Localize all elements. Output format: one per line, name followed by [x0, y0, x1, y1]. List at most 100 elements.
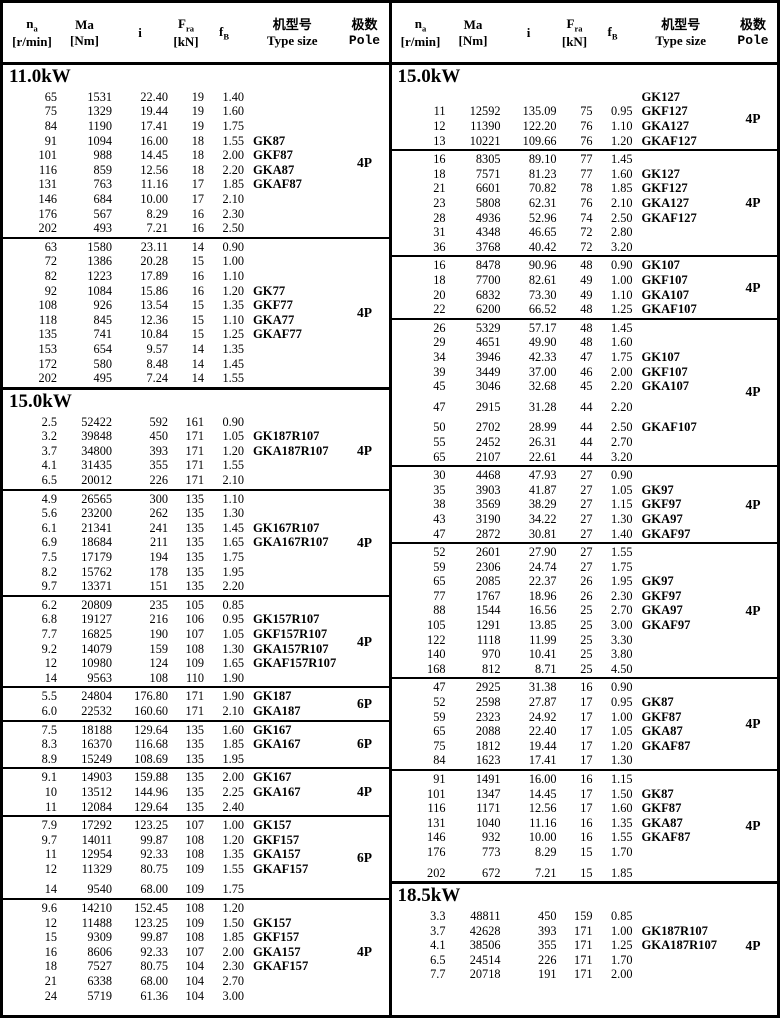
fra-cell: 135 [185, 520, 204, 535]
fb-cell: 3.20 [610, 239, 633, 254]
table-row: 101 988 14.45 18 2.00 GKF87 [7, 148, 341, 163]
ma-cell: 24804 [81, 689, 112, 704]
fb-cell: 0.85 [222, 597, 244, 612]
fb-cell: 1.20 [222, 832, 244, 847]
na-cell: 2.5 [41, 414, 57, 429]
table-row: 16 8478 90.96 48 0.90 GK107 [396, 258, 730, 273]
pole-cell: 4P [357, 633, 372, 649]
fb-cell: 1.85 [222, 930, 244, 945]
na-cell: 88 [433, 603, 446, 618]
na-cell: 12 [433, 119, 446, 134]
ma-cell: 16370 [81, 737, 112, 752]
i-cell: 30.81 [528, 526, 557, 541]
type-cell: GKAF157 [253, 959, 309, 974]
ma-cell: 19127 [81, 612, 112, 627]
fb-cell: 2.20 [222, 579, 244, 594]
pole-cell: 4P [745, 937, 761, 953]
ma-cell: 4936 [475, 210, 501, 225]
type-cell: GKF157 [253, 832, 300, 847]
header-ma: Ma [Nm] [70, 16, 99, 48]
fra-cell: 17 [580, 753, 593, 768]
sections-right: 15.0kW GK127 11 12592 135.09 75 0.95 GKF127 12 11… [391, 65, 777, 983]
i-cell: 68.00 [140, 974, 168, 989]
fb-cell: 1.00 [222, 254, 244, 269]
table-row: 22 6200 66.52 48 1.25 GKAF107 [396, 302, 730, 317]
na-cell: 13 [433, 133, 446, 148]
na-cell: 202 [38, 371, 57, 386]
i-cell: 27.90 [528, 545, 557, 560]
ma-cell: 1190 [87, 119, 112, 134]
ma-cell: 7700 [475, 273, 501, 288]
type-cell: GKF127 [641, 181, 688, 196]
ma-cell: 845 [93, 312, 112, 327]
na-cell: 118 [39, 312, 57, 327]
ma-cell: 11390 [470, 119, 501, 134]
type-cell [633, 321, 730, 336]
fra-cell: 75 [580, 104, 593, 119]
ma-cell: 1329 [87, 104, 112, 119]
na-cell: 11 [45, 847, 57, 862]
i-cell: 17.41 [140, 119, 168, 134]
i-cell: 27.87 [528, 695, 557, 710]
type-cell: GKA127 [641, 196, 690, 211]
type-cell: GKAF87 [641, 738, 691, 753]
na-cell: 50 [433, 420, 446, 435]
pole-cell: 4P [357, 154, 372, 170]
ma-cell: 2306 [475, 559, 501, 574]
type-cell: GKAF127 [641, 133, 697, 148]
na-cell: 16 [433, 152, 446, 167]
table-row: 8.3 16370 116.68 135 1.85 GKA167 [7, 737, 341, 752]
table-row: 13 10221 109.66 76 1.20 GKAF127 [396, 134, 730, 149]
header-i: i [526, 24, 531, 40]
block-rows: 5.5 24804 176.80 171 1.90 GK187 6.0 22532 160.60… [3, 689, 341, 718]
na-cell: 176 [38, 206, 57, 221]
i-cell: 11.16 [529, 815, 557, 830]
ratio-block: 65 1531 22.40 19 1.40 75 1329 19.44 19 1.60 84 1190… [3, 89, 389, 237]
i-cell: 129.64 [134, 799, 168, 814]
column-header-right: na [r/min] Ma [Nm] i Fra [kN] fB 机型号 Typ… [391, 3, 777, 65]
i-cell: 32.68 [528, 379, 557, 394]
table-row: 15 9309 99.87 108 1.85 GKF157 [7, 930, 341, 945]
table-row: 36 3768 40.42 72 3.20 [396, 240, 730, 255]
fra-cell: 107 [185, 626, 204, 641]
i-cell: 7.24 [146, 371, 168, 386]
table-row: 84 1190 17.41 19 1.75 [7, 119, 341, 134]
fb-cell: 1.25 [610, 302, 633, 317]
fb-cell: 1.05 [610, 724, 633, 739]
ratio-block: 4.9 26565 300 135 1.10 5.6 23200 262 135 1.30 6.1 2… [3, 488, 389, 595]
na-cell: 7.5 [41, 550, 57, 564]
fra-cell: 44 [580, 434, 593, 449]
fb-cell: 1.20 [610, 738, 633, 753]
fra-cell: 108 [185, 901, 204, 916]
table-row: 65 2085 22.37 26 1.95 GK97 [396, 574, 730, 589]
table-row: 172 580 8.48 14 1.45 [7, 357, 341, 372]
table-row: 6.5 24514 226 171 1.70 [396, 953, 730, 968]
na-cell: 52 [433, 695, 446, 710]
type-cell: GKA87 [641, 724, 683, 739]
fb-cell: 1.00 [610, 923, 633, 938]
i-cell: 11.99 [529, 632, 557, 647]
i-cell: 160.60 [134, 703, 168, 718]
fb-cell: 2.50 [610, 210, 633, 225]
i-cell: 49.90 [528, 335, 557, 350]
fra-cell: 44 [580, 449, 593, 464]
i-cell: 17.89 [140, 269, 168, 284]
header-type-size: 机型号 Type size [266, 16, 318, 48]
i-cell: 19.44 [140, 104, 168, 119]
ma-cell: 12954 [81, 847, 112, 862]
fra-cell: 16 [191, 269, 204, 284]
ma-cell: 2085 [475, 574, 501, 589]
fb-cell: 1.25 [610, 938, 633, 953]
table-row: 202 495 7.24 14 1.55 [7, 371, 341, 386]
fra-cell: 25 [580, 647, 593, 662]
fra-cell: 18 [191, 148, 204, 163]
fb-cell: 1.00 [610, 709, 633, 724]
table-row: 24 5719 61.36 104 3.00 [7, 989, 341, 1004]
ma-cell: 859 [93, 162, 112, 177]
ma-cell: 1347 [475, 786, 501, 801]
type-cell [244, 104, 341, 119]
na-cell: 6.5 [41, 473, 57, 488]
pole-cell: 4P [745, 279, 761, 295]
type-cell: GKA157 [253, 944, 301, 959]
fb-cell: 2.70 [222, 974, 244, 989]
